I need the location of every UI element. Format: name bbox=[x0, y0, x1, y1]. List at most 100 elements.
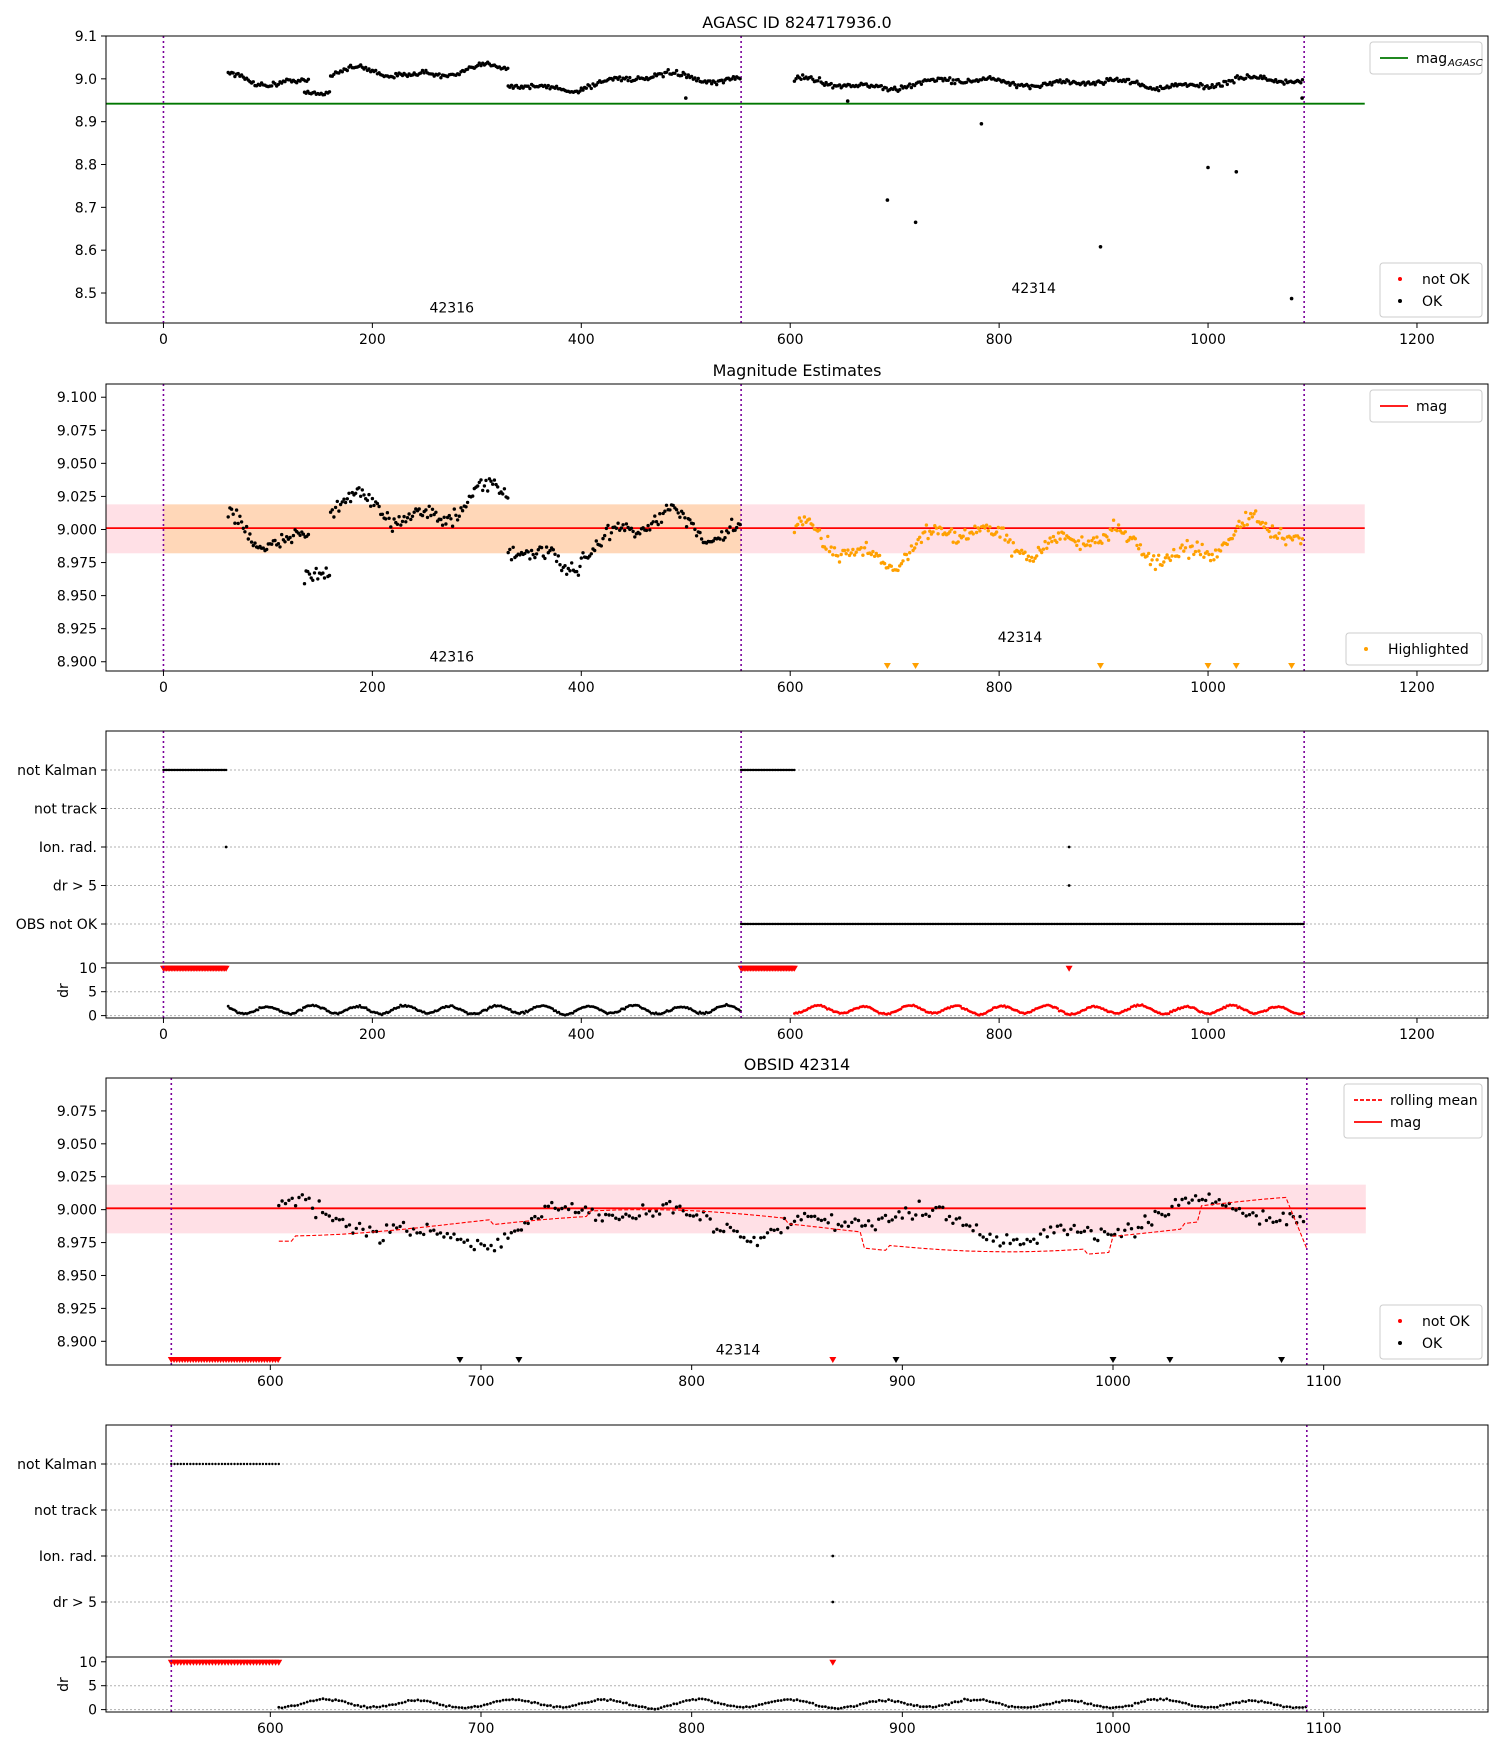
data-point bbox=[691, 1214, 696, 1218]
data-point bbox=[422, 71, 426, 75]
data-point bbox=[664, 70, 669, 75]
dr-point bbox=[1067, 1699, 1071, 1702]
data-point bbox=[659, 520, 664, 524]
legend-marker-swatch bbox=[1398, 1341, 1402, 1345]
dr-point bbox=[1257, 1700, 1260, 1704]
data-point bbox=[947, 1214, 952, 1219]
data-point bbox=[826, 534, 830, 539]
data-point bbox=[556, 554, 560, 558]
legend-box bbox=[1379, 1304, 1483, 1360]
data-point bbox=[1048, 1225, 1053, 1229]
dr-point bbox=[966, 1698, 969, 1702]
data-point bbox=[826, 1221, 830, 1225]
dr-point bbox=[1083, 1701, 1086, 1705]
data-point bbox=[1018, 551, 1022, 555]
data-point bbox=[327, 1214, 331, 1218]
y-tick-label: 8.925 bbox=[57, 622, 97, 638]
dr-point bbox=[302, 1701, 306, 1705]
dr-point bbox=[1159, 1697, 1162, 1701]
dr-point bbox=[1200, 1705, 1203, 1709]
dr-point bbox=[801, 1699, 805, 1703]
y-tick-label: 8.975 bbox=[57, 1236, 97, 1252]
dr-point bbox=[391, 1703, 394, 1706]
dr-point bbox=[1146, 1698, 1150, 1701]
data-point bbox=[718, 1229, 722, 1233]
data-point bbox=[455, 518, 460, 522]
data-point bbox=[1045, 546, 1049, 550]
data-point bbox=[614, 1216, 618, 1220]
data-point bbox=[342, 497, 346, 501]
data-point bbox=[533, 1214, 537, 1219]
data-point bbox=[1210, 83, 1214, 87]
data-point bbox=[368, 1225, 372, 1229]
dr-point bbox=[637, 1705, 641, 1709]
dr-point bbox=[688, 1698, 691, 1702]
dr-point bbox=[495, 1699, 499, 1703]
data-point bbox=[1038, 548, 1042, 552]
data-point bbox=[880, 1216, 884, 1220]
data-point bbox=[304, 1197, 308, 1202]
data-point bbox=[1133, 537, 1138, 541]
dr-point bbox=[1215, 1705, 1219, 1709]
dr-point bbox=[523, 1012, 526, 1015]
data-point bbox=[462, 1240, 466, 1244]
dr-point bbox=[991, 1700, 995, 1704]
data-point bbox=[738, 77, 742, 81]
legend-marker-swatch bbox=[1364, 647, 1368, 651]
data-point bbox=[732, 1229, 736, 1233]
data-point bbox=[479, 478, 483, 482]
dr-point bbox=[1038, 1704, 1042, 1707]
dr-point bbox=[596, 1698, 600, 1701]
data-point bbox=[792, 1219, 797, 1224]
obsid-label: 42314 bbox=[998, 630, 1043, 646]
data-point bbox=[824, 547, 828, 551]
data-point bbox=[913, 546, 917, 550]
not-ok-marker bbox=[274, 1357, 282, 1363]
dr-point bbox=[681, 1700, 685, 1703]
data-point bbox=[332, 72, 336, 77]
data-point bbox=[829, 545, 833, 549]
dr-point bbox=[884, 1699, 887, 1703]
dr-point bbox=[1288, 1705, 1292, 1709]
data-point bbox=[1020, 548, 1024, 552]
data-point bbox=[509, 1231, 513, 1235]
dr-point bbox=[741, 1706, 745, 1709]
dr-point bbox=[982, 1698, 985, 1701]
data-point bbox=[963, 528, 967, 532]
data-point bbox=[621, 523, 625, 527]
data-point bbox=[487, 477, 492, 481]
dr-point bbox=[1056, 1007, 1059, 1010]
data-point bbox=[1135, 543, 1139, 548]
dr-point bbox=[918, 1705, 922, 1709]
data-point bbox=[1072, 1223, 1076, 1228]
dr-point bbox=[877, 1698, 881, 1702]
data-point bbox=[735, 1229, 739, 1234]
dr-point bbox=[403, 1700, 407, 1704]
data-point bbox=[779, 1231, 783, 1235]
data-point bbox=[681, 511, 685, 516]
obsid-label: 42316 bbox=[429, 300, 474, 316]
dr-tick-label: 10 bbox=[79, 1655, 97, 1671]
flag-point bbox=[831, 1600, 835, 1604]
data-point bbox=[1160, 1212, 1164, 1217]
data-point bbox=[280, 532, 284, 537]
data-point bbox=[603, 533, 607, 538]
dr-point bbox=[963, 1697, 966, 1701]
data-point bbox=[1173, 1197, 1178, 1202]
data-point bbox=[619, 526, 624, 530]
data-point bbox=[956, 540, 960, 544]
data-point bbox=[442, 515, 446, 519]
dr-point bbox=[1238, 1701, 1241, 1705]
flag-point bbox=[214, 1462, 217, 1466]
data-point bbox=[1109, 1233, 1114, 1237]
dr-point bbox=[256, 1008, 260, 1012]
data-point bbox=[1205, 84, 1209, 88]
data-point bbox=[1162, 560, 1166, 564]
data-point bbox=[455, 1237, 460, 1242]
data-point bbox=[439, 517, 443, 522]
plot-frame bbox=[105, 730, 1489, 1019]
data-point bbox=[539, 545, 544, 550]
data-point bbox=[1230, 536, 1235, 541]
data-point bbox=[829, 81, 833, 86]
dr-point bbox=[694, 1698, 698, 1702]
